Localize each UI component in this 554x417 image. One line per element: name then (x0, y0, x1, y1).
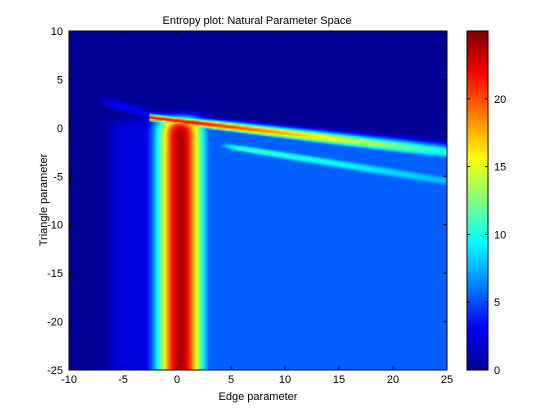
colorbar-tick-label: 0 (494, 365, 500, 377)
colorbar: 0 5 10 15 20 (466, 30, 506, 377)
y-tick-label: 10 (51, 26, 63, 38)
colorbar-tick-label: 5 (494, 297, 500, 309)
x-tick-label: 15 (333, 374, 345, 386)
y-axis-ticks: 10 5 0 -5 -10 -15 -20 -25 (47, 26, 447, 377)
chart-title: Entropy plot: Natural Parameter Space (163, 15, 352, 27)
plot-area (68, 30, 448, 371)
x-tick-label: -5 (118, 374, 128, 386)
x-tick-label: 5 (228, 374, 234, 386)
x-tick-label: 0 (174, 374, 180, 386)
y-tick-label: -20 (47, 317, 63, 329)
y-tick-label: 0 (57, 123, 63, 135)
x-tick-label: 20 (387, 374, 399, 386)
y-tick-label: 5 (57, 74, 63, 86)
x-axis-ticks: -10 -5 0 5 10 15 20 25 (61, 31, 453, 386)
x-tick-label: -10 (61, 374, 77, 386)
x-tick-label: 10 (279, 374, 291, 386)
y-tick-label: -10 (47, 220, 63, 232)
x-tick-label: 25 (441, 374, 453, 386)
colorbar-tick-label: 15 (494, 162, 506, 174)
colorbar-tick-label: 20 (494, 94, 506, 106)
plot-frame (68, 30, 448, 371)
x-axis-label: Edge parameter (219, 391, 298, 403)
y-axis-label: Triangle parameter (38, 153, 50, 246)
colorbar-tick-label: 10 (494, 229, 506, 241)
y-tick-label: -15 (47, 268, 63, 280)
heatmap-image (69, 31, 447, 370)
y-tick-label: -5 (53, 171, 63, 183)
colorbar-gradient (466, 30, 489, 371)
y-tick-label: -25 (47, 365, 63, 377)
colorbar-ticks: 0 5 10 15 20 (467, 94, 506, 377)
